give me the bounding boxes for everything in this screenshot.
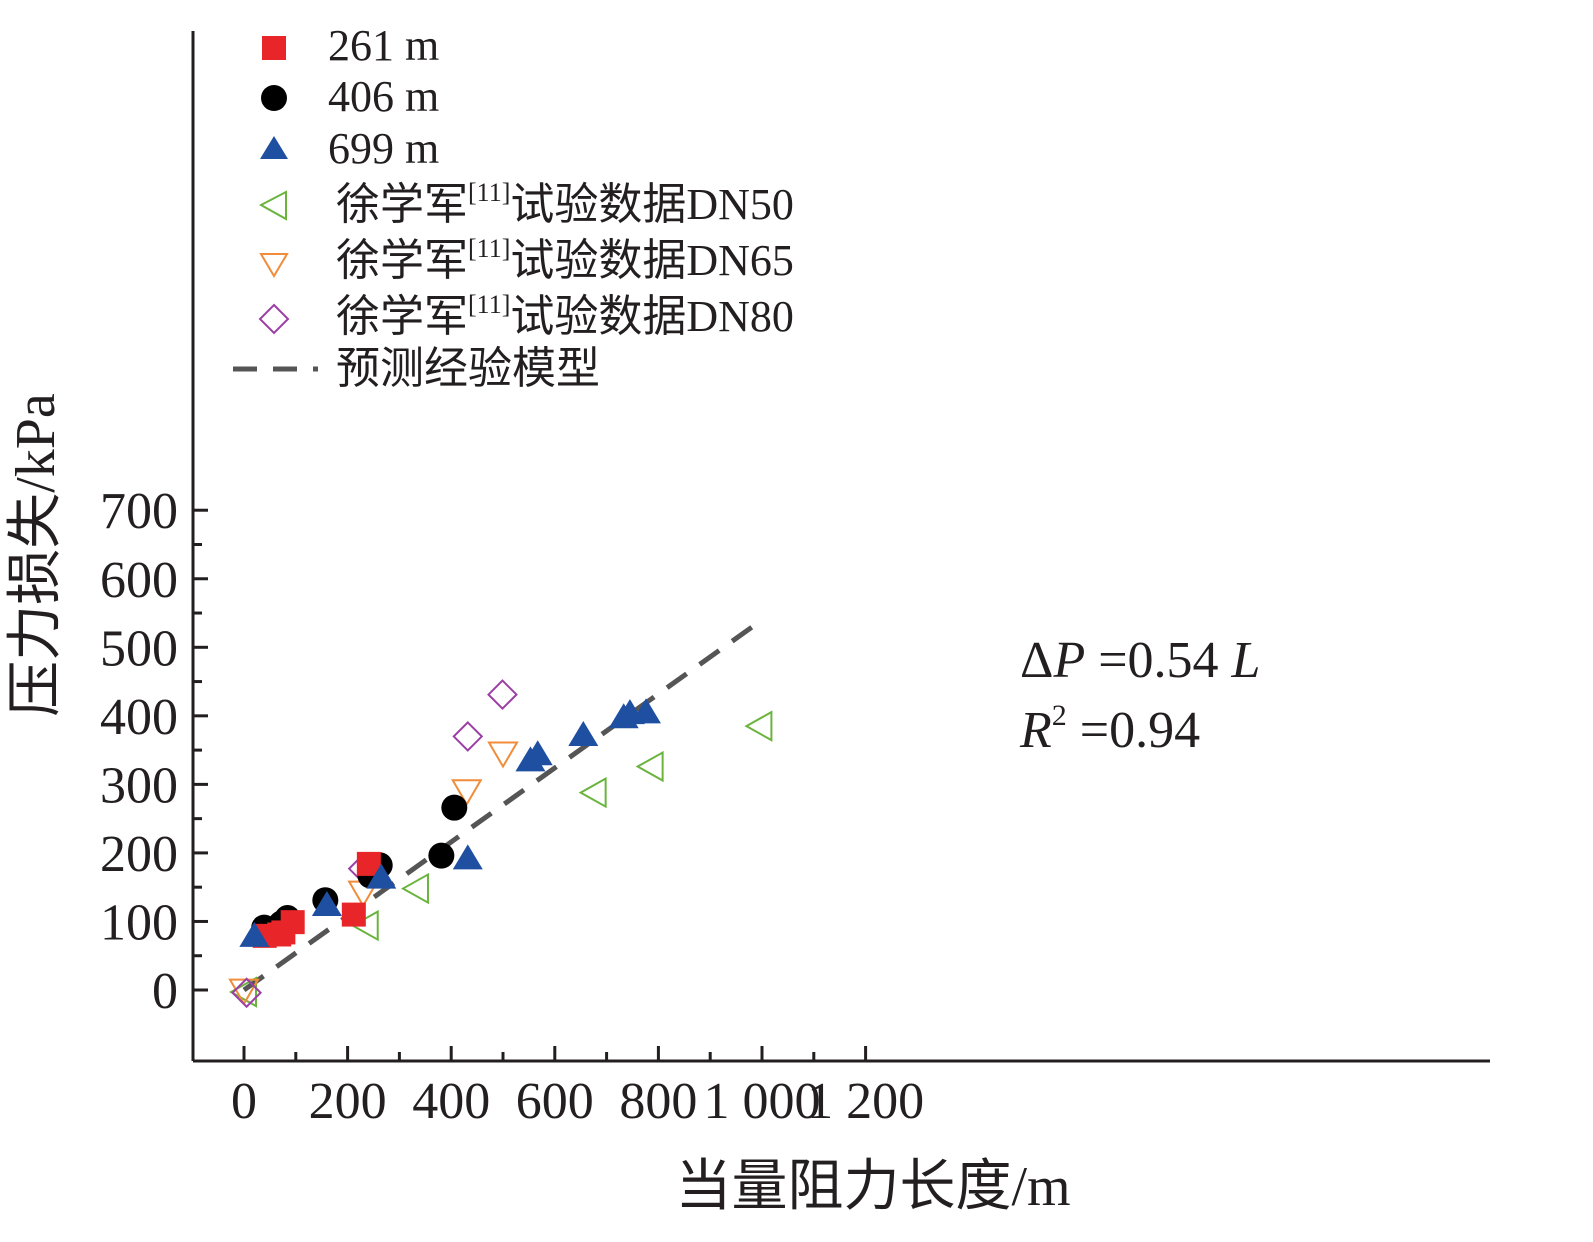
data-point-triangle-left xyxy=(744,710,773,742)
data-point-triangle-left xyxy=(635,750,664,783)
data-point-triangle-down xyxy=(228,978,260,1006)
data-point-triangle-down xyxy=(487,741,519,769)
legend-label-699m: 699 m xyxy=(328,124,439,173)
legend-label-261m: 261 m xyxy=(328,21,439,70)
y-tick-label: 100 xyxy=(100,894,178,951)
data-point-triangle-left xyxy=(400,872,429,905)
data-point-triangle-up xyxy=(311,891,342,917)
data-point-square xyxy=(280,910,305,935)
data-point-circle xyxy=(428,842,455,869)
legend-marker-dn65 xyxy=(259,253,289,278)
legend-label-406m: 406 m xyxy=(328,72,439,121)
legend-marker-406m xyxy=(261,85,287,111)
legend-marker-dn50 xyxy=(258,190,287,221)
x-tick-label: 800 xyxy=(619,1073,697,1130)
fit-equation: ΔP =0.54 L R2 =0.94 xyxy=(1019,632,1260,759)
data-point-circle xyxy=(441,794,468,821)
axes xyxy=(191,31,1490,1063)
legend-marker-261m xyxy=(262,36,286,60)
data-point-triangle-up xyxy=(522,740,553,766)
y-tick-label: 400 xyxy=(100,689,178,746)
data-point-triangle-up xyxy=(630,698,661,724)
data-point-triangle-left xyxy=(228,976,257,1008)
x-tick-label: 0 xyxy=(231,1073,257,1130)
fit-equation-line2: R2 =0.94 xyxy=(1019,699,1200,759)
data-point-square xyxy=(341,902,366,927)
legend-marker-699m xyxy=(260,136,288,159)
fit-equation-line1: ΔP =0.54 L xyxy=(1020,632,1260,689)
y-tick-label: 200 xyxy=(100,826,178,883)
x-axis-label: 当量阻力长度/m xyxy=(675,1156,1070,1218)
y-tick-label: 300 xyxy=(100,757,178,814)
legend-label-dn65: 徐学军[11]试验数据DN65 xyxy=(336,234,794,285)
y-axis-label: 压力损失/kPa xyxy=(5,393,67,717)
data-points-layer xyxy=(228,679,773,1009)
data-point-diamond xyxy=(231,977,263,1009)
data-point-triangle-up xyxy=(366,863,397,889)
x-tick-label: 600 xyxy=(516,1073,594,1130)
legend-label-fit: 预测经验模型 xyxy=(336,344,600,393)
x-tick-label: 1 200 xyxy=(807,1073,924,1130)
data-point-triangle-up xyxy=(239,921,270,947)
legend-label-dn80: 徐学军[11]试验数据DN80 xyxy=(336,290,794,341)
data-point-triangle-left xyxy=(578,776,607,809)
data-point-triangle-down xyxy=(450,779,483,807)
x-tick-label: 400 xyxy=(412,1073,490,1130)
y-tick-label: 500 xyxy=(100,620,178,677)
y-tick-label: 700 xyxy=(100,483,178,540)
x-tick-label: 1 000 xyxy=(704,1073,821,1130)
legend-label-dn50: 徐学军[11]试验数据DN50 xyxy=(336,178,794,229)
data-point-diamond xyxy=(452,720,484,752)
data-point-triangle-up xyxy=(568,721,599,747)
x-tick-label: 200 xyxy=(309,1073,387,1130)
fit-line-layer xyxy=(242,617,764,993)
data-point-triangle-up xyxy=(452,844,483,870)
data-point-diamond xyxy=(487,679,518,711)
legend: 261 m 406 m 699 m 徐学军[11]试验数据DN50 徐学军[11… xyxy=(233,21,794,393)
legend-marker-dn80 xyxy=(258,303,290,335)
y-tick-label: 0 xyxy=(152,963,178,1020)
y-tick-label: 600 xyxy=(100,552,178,609)
fit-line xyxy=(242,617,764,993)
